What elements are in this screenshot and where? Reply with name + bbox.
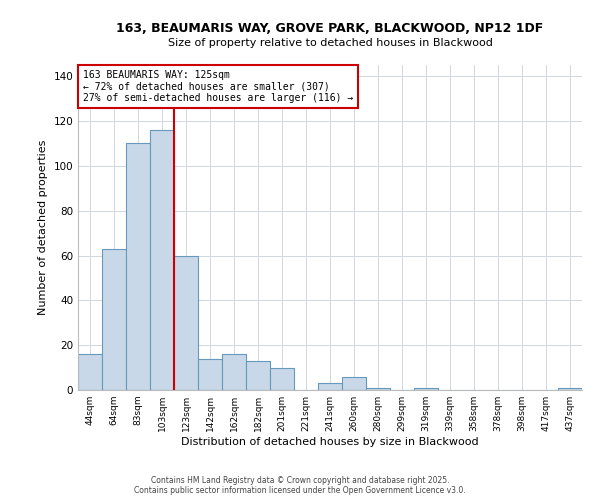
Bar [246,361,270,390]
Bar [174,256,198,390]
Bar [318,384,342,390]
Bar [198,358,222,390]
Bar [126,144,150,390]
Bar [414,388,438,390]
Text: 163, BEAUMARIS WAY, GROVE PARK, BLACKWOOD, NP12 1DF: 163, BEAUMARIS WAY, GROVE PARK, BLACKWOO… [116,22,544,36]
Text: 163 BEAUMARIS WAY: 125sqm
← 72% of detached houses are smaller (307)
27% of semi: 163 BEAUMARIS WAY: 125sqm ← 72% of detac… [83,70,353,103]
Bar [270,368,294,390]
Text: Size of property relative to detached houses in Blackwood: Size of property relative to detached ho… [167,38,493,48]
X-axis label: Distribution of detached houses by size in Blackwood: Distribution of detached houses by size … [181,437,479,447]
Bar [342,376,366,390]
Text: Contains HM Land Registry data © Crown copyright and database right 2025.
Contai: Contains HM Land Registry data © Crown c… [134,476,466,495]
Bar [222,354,246,390]
Bar [150,130,174,390]
Bar [102,249,126,390]
Y-axis label: Number of detached properties: Number of detached properties [38,140,48,315]
Bar [78,354,102,390]
Bar [366,388,390,390]
Bar [558,388,582,390]
